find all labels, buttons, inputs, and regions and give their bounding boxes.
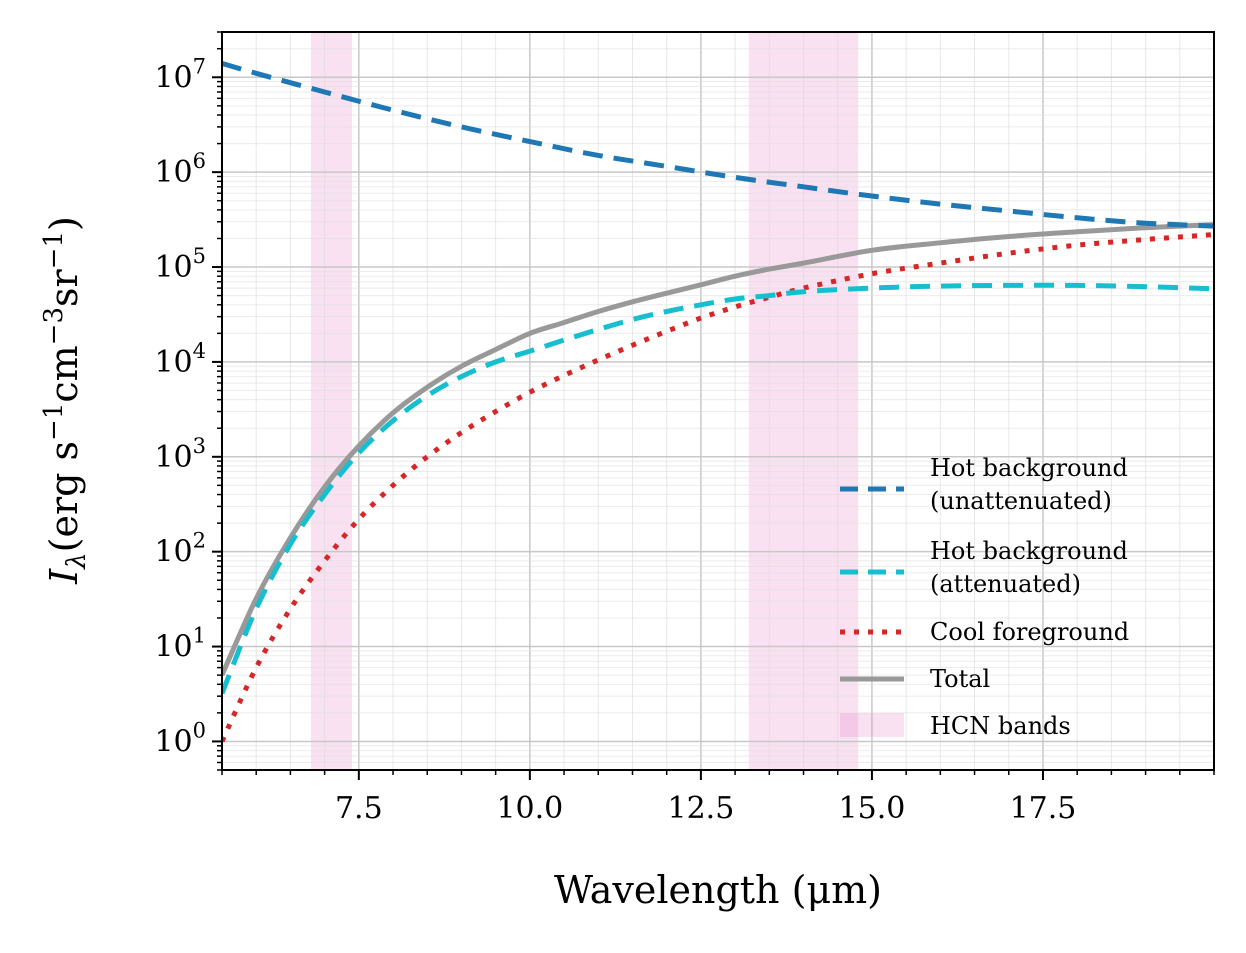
y-axis-label-close: )	[42, 216, 86, 231]
y-tick-label: 102	[154, 529, 206, 570]
y-tick-base: 10	[154, 250, 192, 285]
legend-label-line: (attenuated)	[930, 570, 1081, 598]
y-tick-base: 10	[154, 155, 192, 190]
y-tick-base: 10	[154, 440, 192, 475]
y-tick-base: 10	[154, 535, 192, 570]
y-tick-label: 100	[154, 718, 206, 759]
y-tick-exponent: 6	[193, 149, 206, 173]
y-axis-label-exp1: −1	[39, 403, 69, 441]
y-tick-label: 107	[154, 54, 206, 95]
series-line-3	[222, 232, 1214, 743]
legend-label-3: Cool foreground	[930, 618, 1129, 646]
grid-layer	[221, 31, 1215, 771]
legend-label-line: Hot background	[930, 537, 1128, 565]
legend: Hot background (unattenuated)Hot backgrou…	[840, 454, 1129, 740]
series-line-4	[222, 222, 1214, 677]
axes-layer	[221, 31, 1215, 771]
plot-frame	[221, 31, 1215, 771]
y-tick-exponent: 2	[193, 529, 206, 553]
series-line-1	[222, 61, 1214, 229]
x-tick-label: 10.0	[496, 791, 563, 826]
y-tick-base: 10	[154, 345, 192, 380]
y-axis-label-open: (erg s	[42, 441, 86, 552]
labels-layer: Wavelength (μm) Iλ(erg s−1cm−3sr−1)	[39, 216, 882, 912]
y-axis-label-exp3: −1	[39, 231, 69, 269]
legend-label-line: Hot background	[930, 454, 1128, 482]
x-tick-label: 15.0	[839, 791, 906, 826]
series-line-2	[222, 282, 1214, 695]
x-tick-label: 17.5	[1010, 791, 1077, 826]
y-axis-label-subscript: λ	[62, 552, 92, 569]
x-axis-label: Wavelength (μm)	[554, 868, 882, 912]
y-tick-label: 106	[154, 149, 206, 190]
hcn-band-1	[310, 32, 352, 770]
y-tick-exponent: 4	[193, 339, 206, 363]
y-tick-base: 10	[154, 630, 192, 665]
legend-label-1: Hot background (unattenuated)	[930, 454, 1128, 515]
y-tick-label: 104	[154, 339, 206, 380]
y-tick-label: 103	[154, 434, 206, 475]
y-tick-base: 10	[154, 724, 192, 759]
y-tick-label: 105	[154, 244, 206, 285]
legend-label-4: Total	[930, 665, 990, 693]
series-layer	[222, 61, 1214, 743]
legend-swatch-hcn-bands	[840, 713, 904, 737]
legend-label-line: (unattenuated)	[930, 487, 1112, 515]
ticks-layer: 7.5 10.0 12.5 15.0 17.5100101102103104105106…	[154, 31, 1215, 826]
y-axis-label-exp2: −3	[39, 307, 69, 345]
legend-label-2: Hot background (attenuated)	[930, 537, 1128, 598]
y-axis-label-sr: sr	[42, 268, 86, 307]
y-tick-base: 10	[154, 60, 192, 95]
x-tick-label: 12.5	[667, 791, 734, 826]
y-tick-label: 101	[154, 624, 206, 665]
x-tick-label: 7.5	[335, 791, 383, 826]
y-tick-exponent: 7	[193, 54, 206, 78]
legend-label-hcn-bands: HCN bands	[930, 712, 1071, 740]
y-tick-exponent: 0	[193, 718, 206, 742]
y-tick-exponent: 1	[193, 624, 206, 648]
y-tick-exponent: 5	[193, 244, 206, 268]
y-axis-label: Iλ(erg s−1cm−3sr−1)	[39, 216, 92, 585]
legend-label-line: Cool foreground	[930, 618, 1129, 646]
y-axis-label-cm: cm	[42, 345, 86, 402]
y-tick-exponent: 3	[193, 434, 206, 458]
legend-label-line: Total	[930, 665, 990, 693]
series-group	[222, 61, 1214, 743]
y-axis-label-symbol: I	[42, 568, 86, 585]
